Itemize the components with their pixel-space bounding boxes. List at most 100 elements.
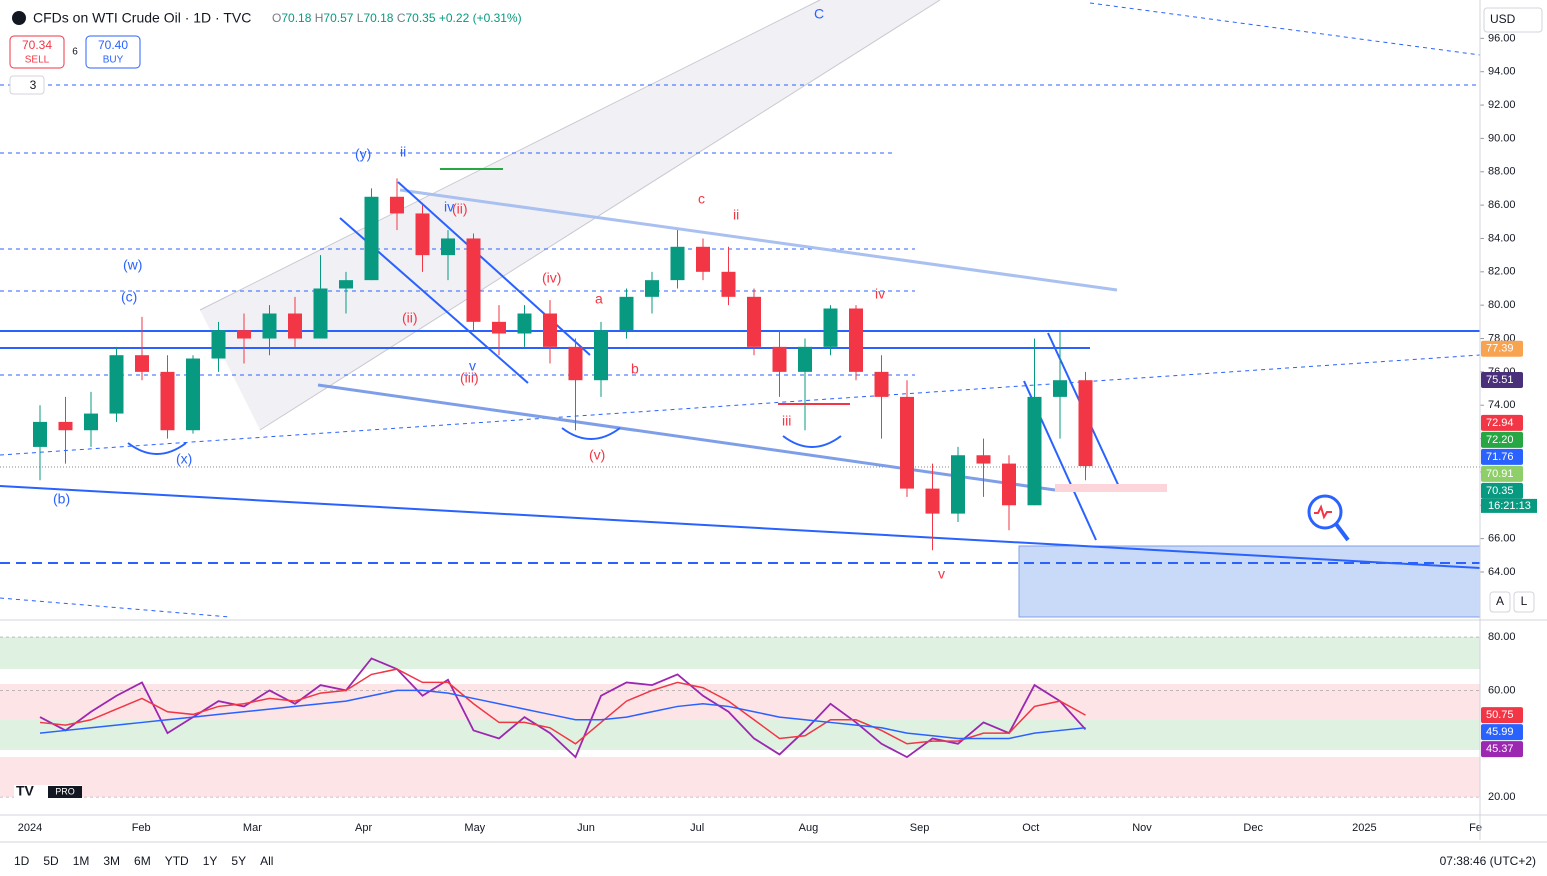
ohlc-value: 70.18 [281,11,311,25]
candle-body [211,330,226,359]
indicators-toggle[interactable] [9,75,45,95]
auto-scale-button[interactable] [1489,591,1511,613]
y-tick-label: 64.00 [1488,566,1516,578]
y-tick-label: 82.00 [1488,266,1516,278]
svg-text:TV: TV [16,783,35,799]
range-button[interactable]: 1D [14,854,30,868]
indicators-count[interactable]: 3 [30,78,37,92]
candle-body [364,196,379,281]
wave-label: (iii) [460,370,479,386]
ohlc: O70.18 H70.57 L70.18 C70.35 +0.22 (+0.31… [272,11,522,25]
range-button[interactable]: 3M [103,854,120,868]
x-tick-label: Aug [799,822,819,834]
wave-label: ii [733,207,739,223]
annotations: C (y) ii iv (ii) (w) (c) (ii) (iii) v (x… [53,6,945,582]
price-tag [1481,741,1523,758]
candle-body [645,280,659,297]
candle-body [670,246,685,281]
price-tag [1481,482,1523,499]
candle-body [849,308,863,372]
range-button[interactable]: 5D [43,854,59,868]
price-tag [1481,340,1523,357]
candle-body [721,271,736,297]
range-button[interactable]: 1M [73,854,90,868]
wave-label: iv [444,199,454,215]
sell-label[interactable]: SELL [25,55,50,66]
y-tick-label: 74.00 [1488,399,1516,411]
spread: 6 [72,47,78,58]
buy-price[interactable]: 70.40 [98,38,128,52]
price-tag-label: 72.20 [1486,434,1514,446]
candle-body [619,296,634,331]
wave-label: v [469,358,476,374]
sell-price[interactable]: 70.34 [22,38,52,52]
candle-body [58,421,73,431]
price-tag-label: 75.51 [1486,374,1514,386]
range-buttons: 1D 5D 1M 3M 6M YTD 1Y 5Y All [14,854,273,868]
ohlc-change: +0.22 (+0.31%) [439,11,522,25]
candle-body [925,488,940,514]
x-tick-label: Oct [1022,822,1039,834]
wave-label: (v) [589,447,605,463]
buy-label[interactable]: BUY [103,55,124,66]
x-tick-label: Sep [910,822,930,834]
price-tag-label: 71.76 [1486,451,1514,463]
plot: 96.00 94.00 92.00 90.00 88.00 86.00 84.00 82.00… [0,32,1537,834]
currency-select[interactable] [1483,7,1543,33]
currency[interactable]: USD [1490,12,1516,26]
countdown: 16:21:13 [1488,500,1531,512]
ohlc-key: H [315,11,324,25]
candle-body [288,313,302,339]
price-tag [1481,465,1523,482]
price-tag-label: 72.94 [1486,417,1514,429]
candle-body [1053,380,1067,397]
drawings [0,0,1481,618]
y-tick-label: 84.00 [1488,232,1516,244]
sell-button[interactable] [9,35,65,69]
wave-label: a [595,291,603,307]
buy-button[interactable] [85,35,141,69]
range-button[interactable]: YTD [165,854,189,868]
price-tag [1481,724,1523,741]
candle-body [109,355,124,414]
price-tag-label: 50.75 [1486,709,1514,721]
x-tick-label: 2024 [18,822,42,834]
wave-label: iii [782,413,791,429]
y-tick-label: 80.00 [1488,299,1516,311]
ohlc-value: 70.57 [323,11,353,25]
log-scale-button[interactable] [1513,591,1535,613]
range-button[interactable]: 5Y [231,854,246,868]
ohlc-key: O [272,11,281,25]
candle-body [160,371,175,431]
y-tick-label: 80.00 [1488,631,1516,643]
ohlc-value: 70.35 [406,11,436,25]
range-button[interactable]: All [260,854,273,868]
x-tick-label: Feb [132,822,151,834]
candle-body [543,313,557,347]
scale-button[interactable]: A [1496,594,1504,608]
ohlc-value: 70.18 [363,11,393,25]
candle-body [415,213,430,256]
y-tick-label: 86.00 [1488,199,1516,211]
y-tick-label: 66.00 [1488,533,1516,545]
x-tick-label: May [464,822,485,834]
range-button[interactable]: 1Y [203,854,218,868]
scale-button[interactable]: L [1521,594,1528,608]
wave-label: c [698,191,705,207]
rsi-line [39,689,1086,740]
price-tag-label: 70.35 [1486,485,1514,497]
symbol-logo [12,11,26,25]
header: CFDs on WTI Crude Oil · 1D · TVC O70.18 … [9,7,1543,868]
range-button[interactable]: 6M [134,854,151,868]
candle-body [823,308,838,347]
wave-label: v [938,566,945,582]
countdown-box [1481,498,1537,513]
candle-body [390,196,404,214]
candle-body [135,355,149,372]
band [0,684,1480,720]
candle-body [186,358,200,431]
price-tag [1481,707,1523,724]
candle-body [313,288,328,339]
x-tick-label: 2025 [1352,822,1376,834]
